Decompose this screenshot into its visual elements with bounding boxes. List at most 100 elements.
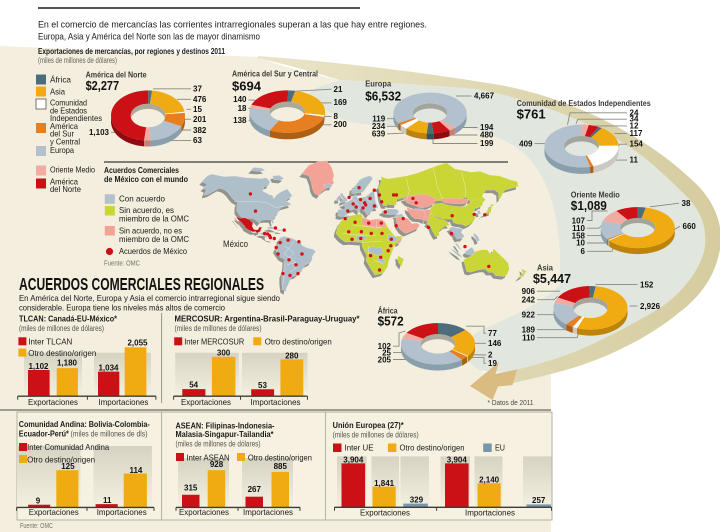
svg-text:Fuente: OMC: Fuente: OMC [20, 523, 53, 530]
svg-text:miembro de la OMC: miembro de la OMC [119, 234, 189, 244]
svg-text:Otro destino/origen: Otro destino/origen [265, 337, 332, 347]
svg-text:2,140: 2,140 [479, 475, 500, 484]
svg-text:Exportaciones: Exportaciones [360, 508, 410, 518]
svg-text:476: 476 [193, 95, 207, 104]
svg-text:$761: $761 [517, 107, 546, 122]
svg-text:242: 242 [522, 296, 536, 305]
svg-text:$572: $572 [378, 314, 404, 329]
svg-text:Malasia-Singapur-Tailandia*: Malasia-Singapur-Tailandia* [176, 429, 275, 439]
svg-text:53: 53 [258, 381, 267, 390]
svg-text:315: 315 [184, 483, 198, 492]
svg-text:(miles de millones de dólares): (miles de millones de dólares) [176, 439, 261, 448]
svg-text:Inter TLCAN: Inter TLCAN [28, 337, 72, 347]
svg-text:Importaciones: Importaciones [98, 397, 148, 407]
svg-text:8: 8 [334, 112, 339, 121]
svg-text:(miles de millones de dólares): (miles de millones de dólares) [19, 324, 104, 333]
svg-text:Importaciones: Importaciones [465, 508, 515, 518]
svg-text:considerable. Europa tiene los: considerable. Europa tiene los niveles m… [19, 303, 225, 313]
svg-text:$2,277: $2,277 [86, 78, 120, 93]
svg-text:Otro destino/origen: Otro destino/origen [400, 443, 465, 453]
svg-text:906: 906 [522, 287, 536, 296]
svg-text:15: 15 [193, 105, 202, 114]
svg-text:146: 146 [488, 339, 502, 348]
svg-text:Inter MERCOSUR: Inter MERCOSUR [184, 337, 244, 347]
svg-text:Asia: Asia [50, 87, 65, 97]
svg-text:América: América [50, 121, 78, 131]
svg-text:1,103: 1,103 [89, 128, 110, 137]
svg-text:Independientes: Independientes [50, 113, 102, 123]
svg-text:Europa: Europa [365, 79, 391, 89]
svg-text:154: 154 [630, 140, 644, 149]
svg-text:Importaciones: Importaciones [97, 507, 147, 517]
svg-text:(miles de millones de dls): (miles de millones de dls) [71, 429, 148, 438]
svg-text:200: 200 [334, 120, 348, 129]
svg-text:152: 152 [640, 280, 654, 289]
svg-text:110: 110 [522, 334, 535, 343]
svg-text:Inter ASEAN: Inter ASEAN [187, 453, 230, 463]
svg-text:117: 117 [630, 129, 643, 138]
svg-text:Comunidad Andina: Bolivia-Colo: Comunidad Andina: Bolivia-Colombia- [19, 419, 150, 429]
svg-text:54: 54 [189, 381, 198, 390]
svg-text:19: 19 [488, 359, 497, 368]
svg-text:234: 234 [372, 122, 386, 131]
svg-text:Sin acuerdo, no es: Sin acuerdo, no es [119, 226, 182, 236]
svg-text:(miles de millones de dólares): (miles de millones de dólares) [333, 430, 419, 439]
svg-text:Exportaciones de mercancías, p: Exportaciones de mercancías, por regione… [38, 46, 225, 56]
svg-text:del Norte: del Norte [50, 184, 81, 194]
svg-text:280: 280 [285, 351, 299, 360]
svg-text:138: 138 [233, 116, 247, 125]
svg-text:480: 480 [480, 131, 494, 140]
svg-text:En el comercio de mercancías l: En el comercio de mercancías las corrien… [38, 20, 427, 31]
svg-text:Exportaciones: Exportaciones [181, 397, 231, 407]
svg-text:189: 189 [522, 326, 536, 335]
svg-text:928: 928 [210, 460, 224, 469]
svg-text:25: 25 [382, 348, 391, 357]
svg-text:América del Norte: América del Norte [86, 70, 147, 80]
svg-text:169: 169 [334, 98, 348, 107]
svg-text:37: 37 [193, 85, 202, 94]
svg-text:382: 382 [193, 126, 207, 135]
svg-text:África: África [50, 75, 71, 85]
svg-text:1,034: 1,034 [98, 363, 119, 372]
svg-text:2,055: 2,055 [127, 338, 148, 347]
svg-text:34: 34 [630, 115, 639, 124]
svg-text:267: 267 [248, 485, 262, 494]
svg-text:de Estados: de Estados [50, 105, 87, 115]
svg-text:miembro de la OMC: miembro de la OMC [119, 214, 189, 224]
svg-text:110: 110 [572, 224, 585, 233]
svg-text:América: América [50, 176, 78, 186]
svg-text:MERCOSUR: Argentina-Brasil-Par: MERCOSUR: Argentina-Brasil-Paraguay-Urug… [175, 314, 361, 324]
svg-text:Comunidad: Comunidad [50, 98, 87, 108]
svg-text:3,904: 3,904 [447, 455, 468, 464]
svg-text:125: 125 [61, 462, 75, 471]
svg-text:* Datos de 2011: * Datos de 2011 [488, 398, 534, 407]
svg-text:11: 11 [630, 156, 639, 165]
svg-text:$694: $694 [232, 79, 262, 94]
svg-text:114: 114 [129, 466, 142, 475]
svg-text:12: 12 [630, 121, 639, 130]
svg-text:6: 6 [581, 247, 586, 256]
svg-text:4,667: 4,667 [474, 92, 495, 101]
svg-text:639: 639 [372, 129, 386, 138]
svg-text:329: 329 [410, 496, 424, 505]
svg-text:Importaciones: Importaciones [251, 397, 301, 407]
svg-text:Europa: Europa [50, 145, 74, 155]
svg-text:Con acuerdo: Con acuerdo [119, 194, 165, 204]
svg-text:En América del Norte, Europa y: En América del Norte, Europa y Asia el c… [19, 293, 280, 303]
svg-text:140: 140 [233, 95, 247, 104]
svg-text:México: México [223, 239, 248, 249]
svg-text:Ecuador-Perú*: Ecuador-Perú* [19, 428, 70, 438]
svg-text:Fuente: OMC: Fuente: OMC [104, 261, 140, 268]
svg-text:885: 885 [274, 462, 288, 471]
svg-text:Otro destino/origen: Otro destino/origen [27, 454, 95, 464]
svg-text:Otro destino/origen: Otro destino/origen [248, 453, 312, 463]
svg-text:38: 38 [682, 199, 691, 208]
svg-text:10: 10 [576, 239, 585, 248]
svg-text:107: 107 [572, 216, 586, 225]
svg-text:Inter UE: Inter UE [345, 443, 374, 453]
svg-text:TLCAN: Canadá-EU-México*: TLCAN: Canadá-EU-México* [19, 314, 118, 324]
svg-text:63: 63 [193, 136, 202, 145]
svg-text:119: 119 [372, 114, 385, 123]
svg-text:18: 18 [238, 104, 247, 113]
svg-text:y Central: y Central [50, 136, 80, 146]
